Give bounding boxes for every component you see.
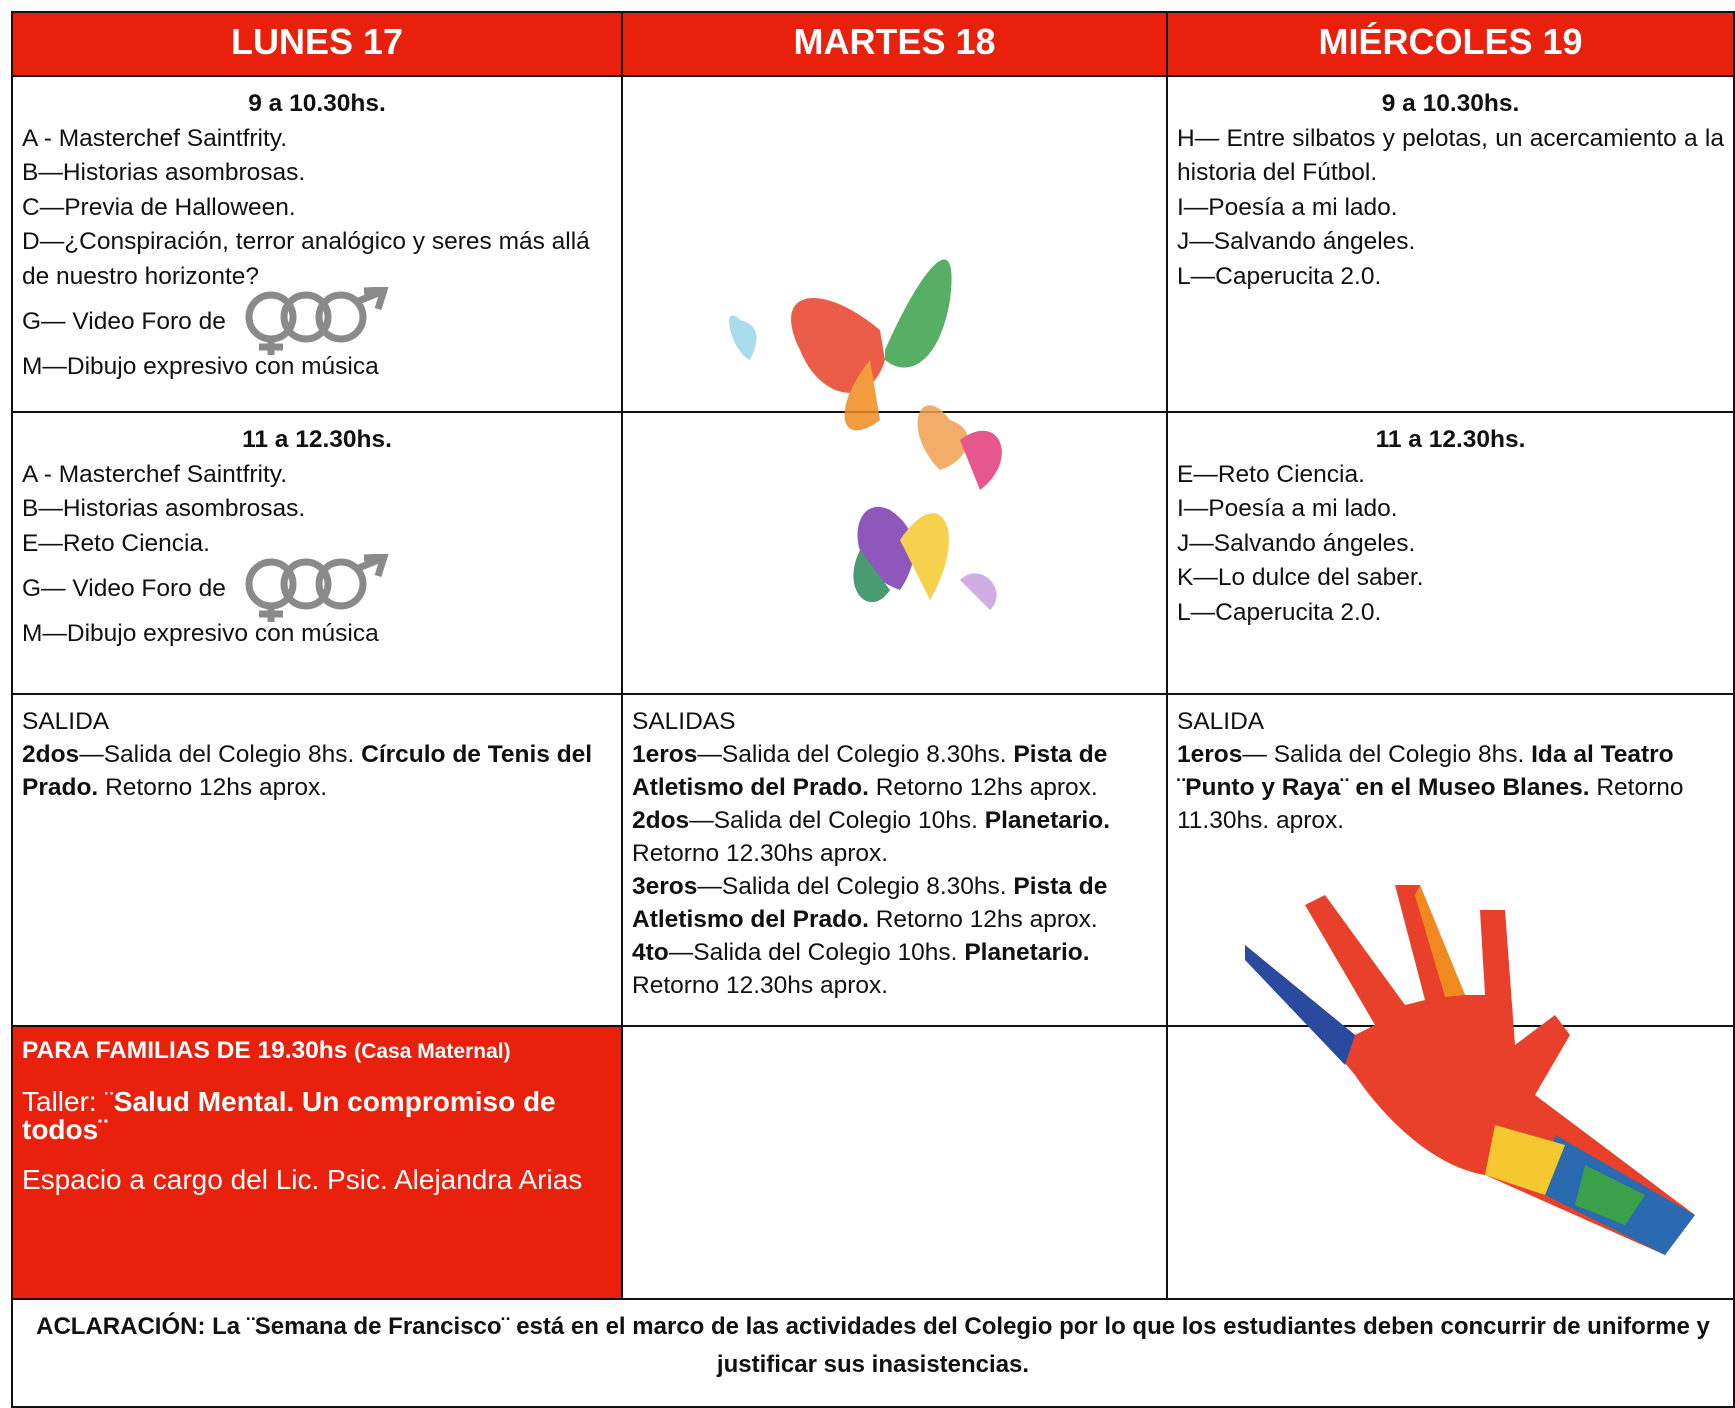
footer: ACLARACIÓN: La ¨Semana de Francisco¨ est… bbox=[11, 1298, 1735, 1408]
title: PARA FAMILIAS DE 19.30hs bbox=[22, 1037, 348, 1064]
item: L—Caperucita 2.0. bbox=[1177, 598, 1382, 626]
place: Ida al Teatro ¨Punto y Raya¨ en el Museo… bbox=[1177, 741, 1674, 801]
group: 4to bbox=[632, 939, 669, 966]
day-header: MIÉRCOLES 19 bbox=[1166, 11, 1735, 77]
gender-icon bbox=[245, 554, 389, 622]
item: J—Salvando ángeles. bbox=[1177, 529, 1416, 557]
salida-item: 2dos—Salida del Colegio 10hs. Planetario… bbox=[632, 804, 1157, 870]
group: 2dos bbox=[632, 807, 690, 834]
item: K—Lo dulce del saber. bbox=[1177, 564, 1424, 591]
group: 1eros bbox=[632, 741, 698, 768]
gender-icon bbox=[245, 287, 389, 355]
return: Retorno 12.30hs aprox. bbox=[632, 972, 889, 999]
time: 9 a 10.30hs. bbox=[248, 90, 386, 117]
time: 11 a 12.30hs. bbox=[1375, 426, 1526, 453]
item-row: G— Video Foro de bbox=[22, 287, 612, 355]
item-row: G— Video Foro de bbox=[22, 554, 612, 622]
item: B—Historias asombrosas. bbox=[22, 495, 306, 522]
day-header: LUNES 17 bbox=[11, 11, 623, 77]
taller-label: Taller: ¨ bbox=[22, 1086, 114, 1117]
item: A - Masterchef Saintfrity. bbox=[22, 124, 288, 152]
text: —Salida del Colegio 8.30hs. bbox=[697, 873, 1007, 900]
familias-title: PARA FAMILIAS DE 19.30hs (Casa Maternal) bbox=[22, 1037, 612, 1066]
place: Pista de Atletismo del Prado. bbox=[632, 741, 1108, 801]
cell: 9 a 10.30hs. H— Entre silbatos y pelotas… bbox=[1166, 75, 1735, 413]
item: C—Previa de Halloween. bbox=[22, 193, 296, 221]
text: — Salida del Colegio 8hs. bbox=[1242, 741, 1525, 768]
salida-item: 2dos—Salida del Colegio 8hs. Círculo de … bbox=[22, 741, 592, 801]
icon-part bbox=[280, 558, 332, 610]
time: 9 a 10.30hs. bbox=[1381, 90, 1520, 117]
cell: SALIDAS 1eros—Salida del Colegio 8.30hs.… bbox=[621, 693, 1168, 1027]
salida-item: 4to—Salida del Colegio 10hs. Planetario.… bbox=[632, 936, 1157, 1002]
text: —Salida del Colegio 10hs. bbox=[689, 807, 978, 834]
item: M—Dibujo expresivo con música bbox=[22, 353, 379, 380]
salida-title: SALIDAS bbox=[632, 708, 736, 735]
place: (Casa Maternal) bbox=[354, 1040, 511, 1063]
item: H— Entre silbatos y pelotas, un acercami… bbox=[1177, 124, 1724, 187]
return: Retorno 12hs aprox. bbox=[875, 774, 1098, 801]
item: E—Reto Ciencia. bbox=[1177, 460, 1365, 488]
taller: Taller: ¨Salud Mental. Un compromiso de … bbox=[22, 1088, 612, 1144]
return: Retorno 11.30hs. aprox. bbox=[1177, 774, 1684, 834]
place: Círculo de Tenis del Prado. bbox=[22, 741, 593, 801]
icon-part bbox=[315, 291, 367, 343]
place: Planetario. bbox=[984, 807, 1111, 834]
group: 1eros bbox=[1177, 741, 1243, 768]
item: I—Poesía a mi lado. bbox=[1177, 495, 1398, 522]
salida-item: 3eros—Salida del Colegio 8.30hs. Pista d… bbox=[632, 870, 1157, 936]
place: Pista de Atletismo del Prado. bbox=[632, 873, 1108, 933]
item: J—Salvando ángeles. bbox=[1177, 228, 1416, 255]
familias-cell: PARA FAMILIAS DE 19.30hs (Casa Maternal)… bbox=[11, 1025, 623, 1300]
butterflies bbox=[729, 259, 1002, 610]
return: Retorno 12hs aprox. bbox=[105, 774, 328, 801]
text: —Salida del Colegio 10hs. bbox=[668, 939, 958, 966]
icon-part bbox=[363, 554, 389, 578]
note: Espacio a cargo del Lic. Psic. Alejandra… bbox=[22, 1164, 583, 1195]
return: Retorno 12.30hs aprox. bbox=[632, 840, 889, 867]
icon-part bbox=[280, 291, 332, 343]
item: E—Reto Ciencia. bbox=[22, 529, 210, 557]
salida-title: SALIDA bbox=[22, 708, 110, 735]
group: 2dos bbox=[22, 741, 80, 768]
item: G— Video Foro de bbox=[22, 307, 226, 335]
item: L—Caperucita 2.0. bbox=[1177, 262, 1382, 290]
icon-part bbox=[315, 558, 367, 610]
cell: 11 a 12.30hs. A - Masterchef Saintfrity.… bbox=[11, 411, 623, 695]
item: B—Historias asombrosas. bbox=[22, 159, 306, 186]
day-header: MARTES 18 bbox=[621, 11, 1168, 77]
cell: 9 a 10.30hs. A - Masterchef Saintfrity. … bbox=[11, 75, 623, 413]
group: 3eros bbox=[632, 873, 698, 900]
item: G— Video Foro de bbox=[22, 574, 226, 602]
salida-title: SALIDA bbox=[1177, 708, 1265, 735]
cell: SALIDA 1eros— Salida del Colegio 8hs. Id… bbox=[1166, 693, 1735, 1027]
taller-title: Salud Mental. Un compromiso de todos¨ bbox=[22, 1086, 556, 1145]
hand bbox=[1245, 885, 1695, 1255]
item: D—¿Conspiración, terror analógico y sere… bbox=[22, 228, 590, 290]
text: —Salida del Colegio 8.30hs. bbox=[697, 741, 1007, 768]
text: —Salida del Colegio 8hs. bbox=[79, 741, 355, 768]
icon-part bbox=[363, 287, 389, 311]
cell bbox=[621, 1025, 1168, 1300]
cell: 11 a 12.30hs. E—Reto Ciencia. I—Poesía a… bbox=[1166, 411, 1735, 695]
item: M—Dibujo expresivo con música bbox=[22, 620, 379, 647]
salida-item: 1eros—Salida del Colegio 8.30hs. Pista d… bbox=[632, 738, 1157, 804]
return: Retorno 12hs aprox. bbox=[875, 906, 1098, 933]
place: Planetario. bbox=[964, 939, 1090, 966]
cell: SALIDA 2dos—Salida del Colegio 8hs. Círc… bbox=[11, 693, 623, 1027]
salida-item: 1eros— Salida del Colegio 8hs. Ida al Te… bbox=[1177, 741, 1684, 834]
item: I—Poesía a mi lado. bbox=[1177, 193, 1398, 221]
time: 11 a 12.30hs. bbox=[242, 426, 392, 453]
item: A - Masterchef Saintfrity. bbox=[22, 460, 288, 488]
